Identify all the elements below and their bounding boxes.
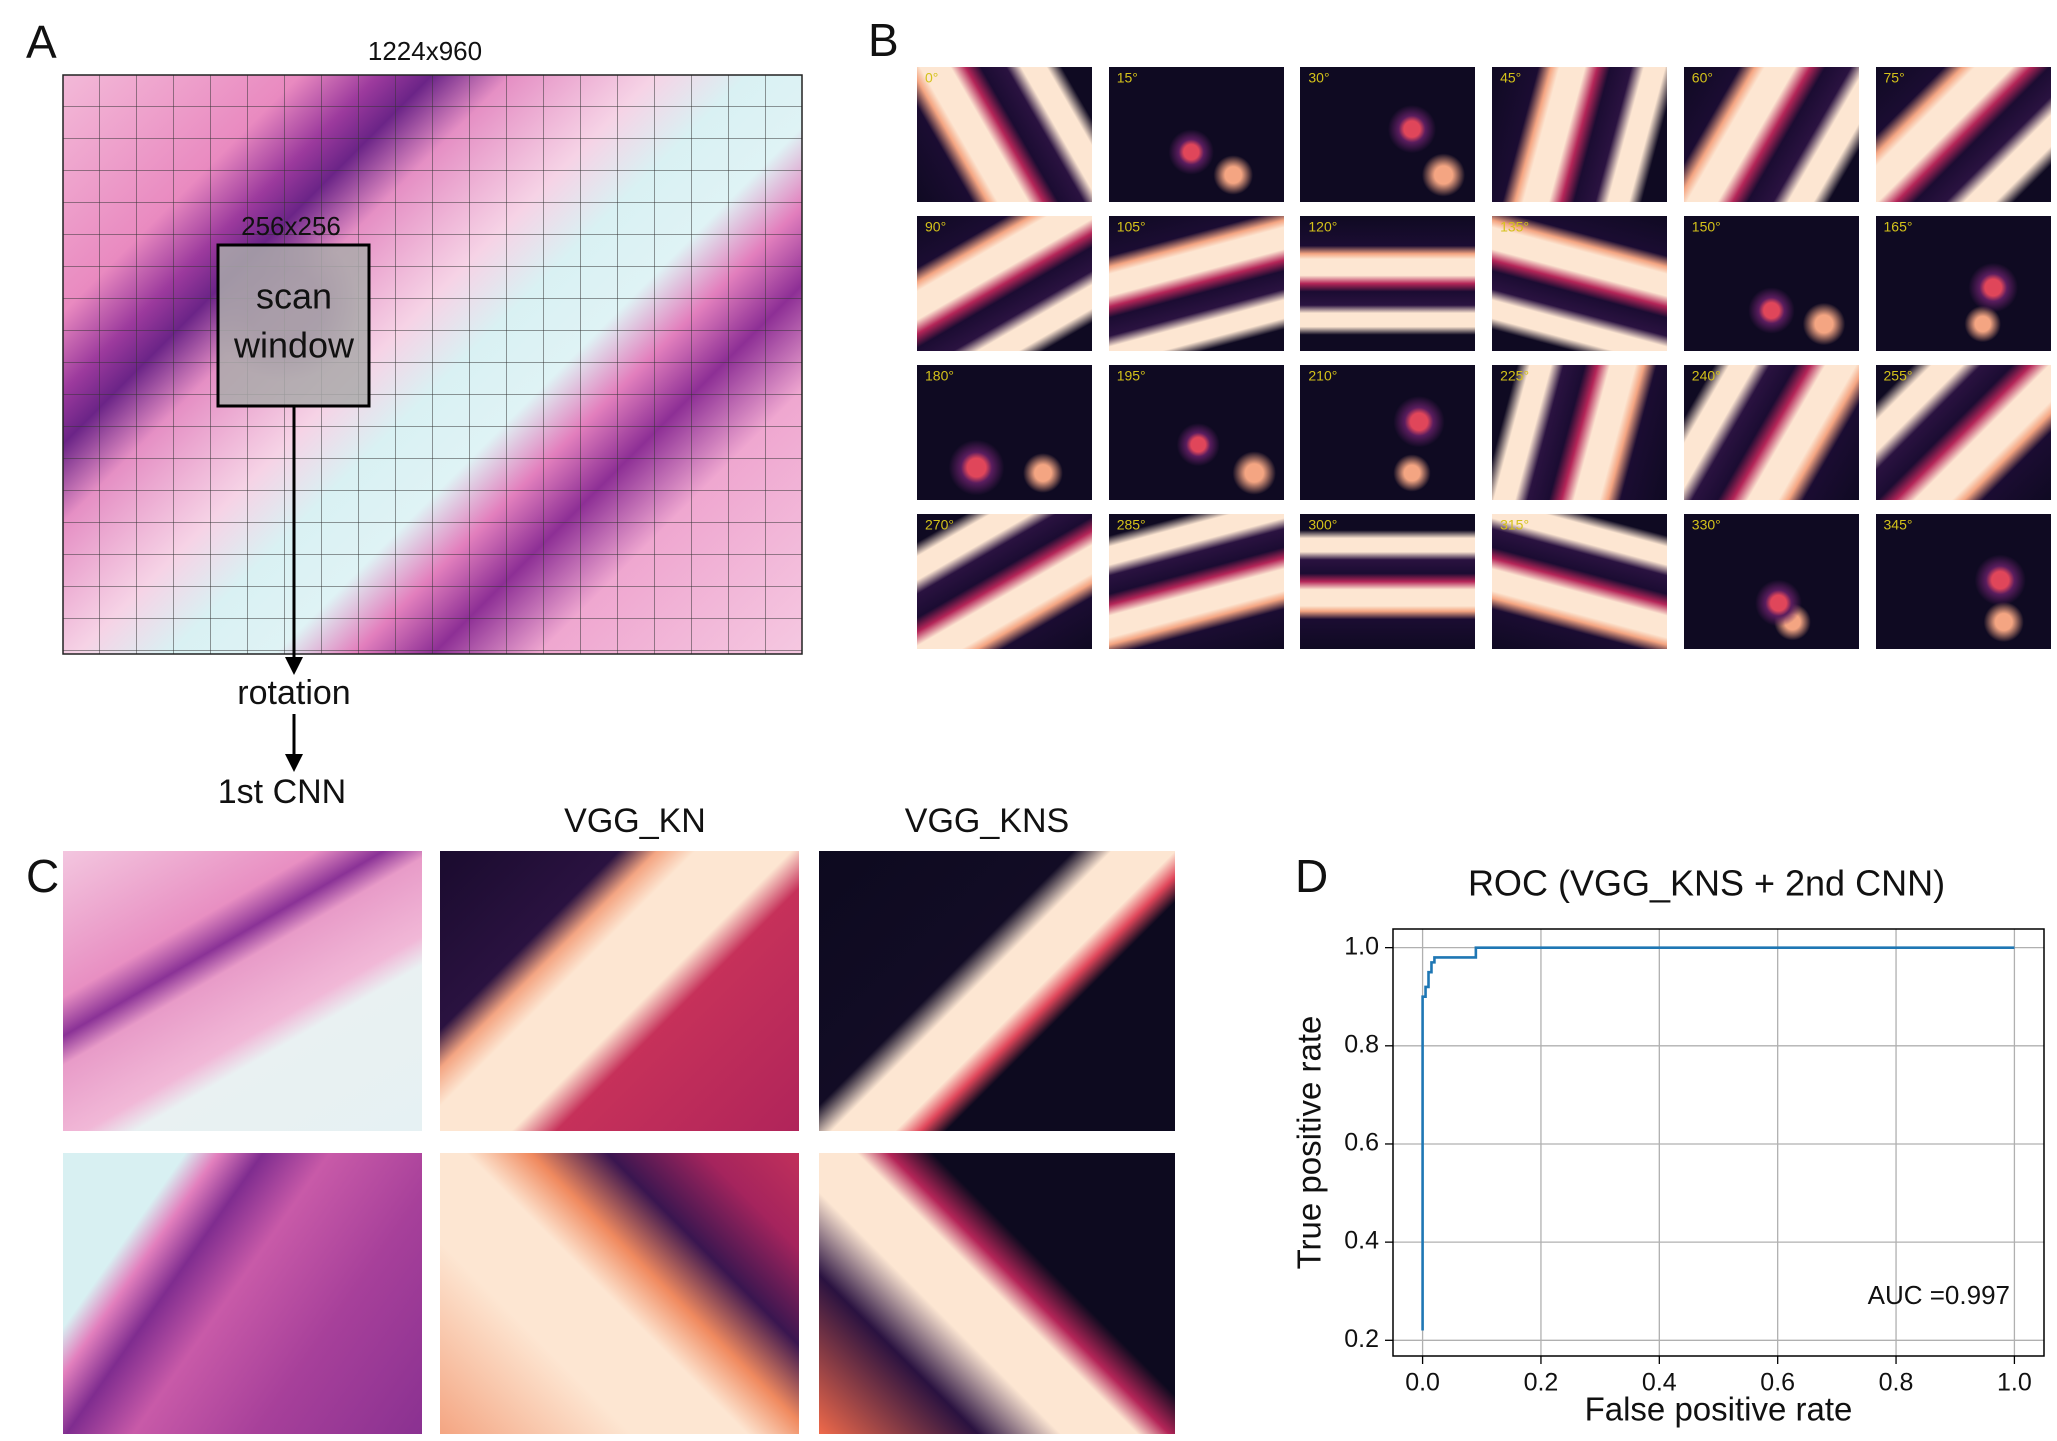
heatmap-tile — [917, 365, 1092, 500]
heatmap-tile — [1492, 365, 1668, 500]
window-label: scan — [256, 276, 332, 317]
angle-label: 195° — [1117, 368, 1146, 384]
angle-label: 270° — [925, 517, 954, 533]
heatmap-tile — [1300, 365, 1476, 500]
plot-frame — [1392, 928, 2045, 1357]
heatmap — [440, 851, 799, 1131]
x-tick-label: 0.8 — [1879, 1369, 1914, 1397]
step-label: 1st CNN — [218, 773, 346, 811]
heatmap-tile — [1300, 514, 1476, 649]
scan-grid — [62, 74, 803, 655]
panel-letter: C — [26, 850, 59, 902]
x-tick-label: 0.4 — [1642, 1369, 1677, 1397]
panel-letter: A — [26, 16, 57, 68]
angle-label: 210° — [1308, 368, 1337, 384]
angle-label: 15° — [1117, 70, 1138, 86]
heatmap-tile — [1300, 216, 1476, 351]
panel-letter: B — [868, 14, 899, 66]
angle-label: 225° — [1500, 368, 1529, 384]
angle-label: 45° — [1500, 70, 1521, 86]
angle-label: 165° — [1884, 219, 1913, 235]
angle-label: 0° — [925, 70, 938, 86]
y-tick-label: 0.4 — [1344, 1227, 1379, 1255]
tissue-image — [63, 851, 422, 1131]
angle-label: 300° — [1308, 517, 1337, 533]
window-size: 256x256 — [241, 211, 341, 241]
angle-label: 75° — [1884, 70, 1905, 86]
heatmap-tile — [1108, 216, 1284, 351]
angle-label: 345° — [1884, 517, 1913, 533]
angle-label: 90° — [925, 219, 946, 235]
angle-label: 240° — [1692, 368, 1721, 384]
x-axis-label: False positive rate — [1585, 1391, 1853, 1428]
angle-label: 330° — [1692, 517, 1721, 533]
heatmap-tile — [1875, 67, 2051, 202]
y-axis-label: True positive rate — [1291, 1016, 1328, 1270]
angle-label: 30° — [1308, 70, 1329, 86]
heatmap-tile — [1875, 365, 2051, 500]
chart-title: ROC (VGG_KNS + 2nd CNN) — [1468, 863, 1945, 904]
image-size: 1224x960 — [368, 36, 482, 66]
angle-label: 315° — [1500, 517, 1529, 533]
column-header: VGG_KNS — [905, 802, 1069, 840]
roc-chart: 0.0 0.2 0.4 0.6 0.8 1.0 0.2 0.4 0.6 0.8 1.0 ROC (VG… — [1291, 863, 2045, 1428]
annotation: AUC =0.997 — [1868, 1280, 2010, 1310]
angle-label: 150° — [1692, 219, 1721, 235]
heatmap-tile — [1492, 216, 1668, 351]
heatmap-tile — [1683, 67, 1859, 202]
panel-letter: D — [1295, 850, 1328, 902]
heatmap-tile — [1108, 67, 1284, 202]
heatmap-tile — [1683, 514, 1859, 649]
heatmap — [819, 851, 1175, 1131]
x-tick-label: 0.0 — [1405, 1369, 1440, 1397]
heatmap-tile — [917, 67, 1092, 202]
heatmap-tile — [917, 216, 1092, 351]
heatmap-tile — [1300, 67, 1476, 202]
heatmap — [440, 1153, 799, 1434]
y-tick-label: 1.0 — [1344, 932, 1379, 960]
angle-label: 60° — [1692, 70, 1713, 86]
window-label: window — [233, 325, 355, 366]
angle-label: 120° — [1308, 219, 1337, 235]
angle-label: 180° — [925, 368, 954, 384]
heatmap-tile — [917, 514, 1092, 649]
heatmap-tile — [1108, 365, 1284, 500]
step-label: rotation — [237, 674, 350, 712]
angle-label: 255° — [1884, 368, 1913, 384]
tissue-image — [63, 1153, 422, 1434]
heatmap-tile — [1875, 216, 2051, 351]
heatmap-tile — [1492, 514, 1668, 649]
x-tick-label: 0.2 — [1524, 1369, 1559, 1397]
heatmap-tile — [1108, 514, 1284, 649]
heatmap-tile — [1492, 67, 1668, 202]
y-tick-label: 0.8 — [1344, 1030, 1379, 1058]
heatmap-tile — [1683, 365, 1859, 500]
angle-label: 135° — [1500, 219, 1529, 235]
heatmap-tile — [1875, 514, 2051, 649]
x-tick-label: 0.6 — [1760, 1369, 1795, 1397]
y-tick-label: 0.6 — [1344, 1129, 1379, 1157]
column-header: VGG_KN — [564, 802, 706, 840]
scan-window — [216, 243, 371, 408]
heatmap — [819, 1153, 1175, 1434]
heatmap-tile — [1683, 216, 1859, 351]
x-tick-label: 1.0 — [1997, 1369, 2032, 1397]
angle-label: 105° — [1117, 219, 1146, 235]
angle-label: 285° — [1117, 517, 1146, 533]
y-tick-label: 0.2 — [1344, 1325, 1379, 1353]
roc-curve — [1421, 946, 2015, 1331]
